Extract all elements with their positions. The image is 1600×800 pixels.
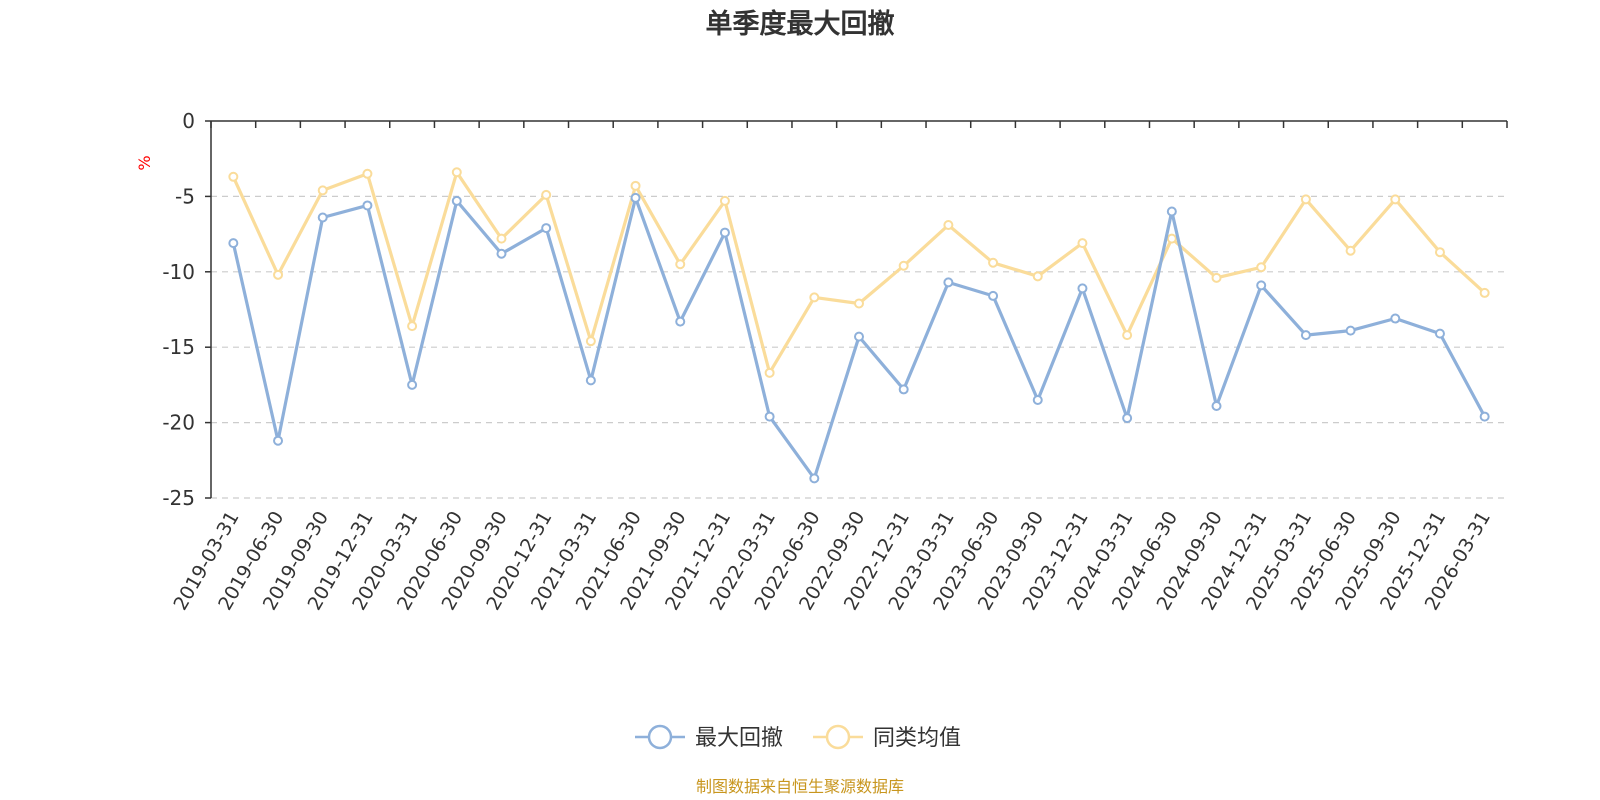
data-point[interactable]: [496, 233, 507, 244]
data-point[interactable]: [496, 248, 507, 259]
legend-item-2[interactable]: 同类均值: [813, 724, 961, 751]
data-point[interactable]: [451, 195, 462, 206]
data-point[interactable]: [1256, 262, 1267, 273]
data-point[interactable]: [1166, 206, 1177, 217]
data-point[interactable]: [362, 168, 373, 179]
data-point[interactable]: [1032, 394, 1043, 405]
data-point[interactable]: [317, 212, 328, 223]
data-point[interactable]: [1434, 328, 1445, 339]
data-point[interactable]: [273, 269, 284, 280]
data-point[interactable]: [273, 435, 284, 446]
data-point[interactable]: [1122, 330, 1133, 341]
legend-item-1[interactable]: 最大回撤: [635, 724, 783, 751]
data-point[interactable]: [1077, 238, 1088, 249]
data-point[interactable]: [362, 200, 373, 211]
data-point[interactable]: [1345, 245, 1356, 256]
y-tick-label: 0: [182, 109, 195, 133]
data-point[interactable]: [585, 336, 596, 347]
data-point[interactable]: [809, 473, 820, 484]
data-point[interactable]: [317, 185, 328, 196]
data-point[interactable]: [675, 316, 686, 327]
data-point[interactable]: [1122, 413, 1133, 424]
data-point[interactable]: [1434, 247, 1445, 258]
y-tick-label: -10: [162, 260, 195, 284]
data-point[interactable]: [407, 379, 418, 390]
series-lines: [228, 167, 1490, 484]
y-tick-labels: 0 -5 -10 -15 -20 -25: [162, 109, 195, 510]
chart-title: 单季度最大回撤: [706, 8, 895, 40]
data-point[interactable]: [630, 192, 641, 203]
data-point[interactable]: [585, 375, 596, 386]
x-tick-labels: 2019-03-312019-06-302019-09-302019-12-31…: [169, 508, 1495, 615]
data-point[interactable]: [943, 220, 954, 231]
data-point[interactable]: [1300, 330, 1311, 341]
data-point[interactable]: [1345, 325, 1356, 336]
data-point[interactable]: [988, 290, 999, 301]
y-tick-label: -25: [162, 486, 195, 510]
data-point[interactable]: [719, 195, 730, 206]
data-point[interactable]: [541, 223, 552, 234]
data-point[interactable]: [1166, 233, 1177, 244]
data-point[interactable]: [898, 384, 909, 395]
legend-label: 最大回撤: [695, 726, 783, 751]
y-tick-label: -15: [162, 335, 195, 359]
data-point[interactable]: [764, 367, 775, 378]
data-point[interactable]: [719, 227, 730, 238]
data-point[interactable]: [1390, 313, 1401, 324]
series-2: [228, 167, 1490, 378]
legend-circle-icon: [825, 724, 851, 750]
data-point[interactable]: [854, 298, 864, 309]
data-point[interactable]: [228, 238, 239, 249]
legend-label: 同类均值: [873, 726, 961, 751]
data-point[interactable]: [541, 189, 552, 200]
data-point[interactable]: [854, 331, 864, 342]
data-point[interactable]: [1211, 272, 1222, 283]
data-point[interactable]: [1390, 194, 1401, 205]
legend-circle-icon: [647, 724, 673, 750]
data-point[interactable]: [1077, 283, 1088, 294]
data-point[interactable]: [1211, 401, 1222, 412]
legend[interactable]: 最大回撤 同类均值: [635, 724, 961, 751]
data-source-note: 制图数据来自恒生聚源数据库: [696, 777, 904, 796]
data-point[interactable]: [898, 260, 909, 271]
data-point[interactable]: [809, 292, 820, 303]
grid-lines: [211, 195, 1507, 499]
y-axis-unit: %: [135, 155, 154, 170]
data-point[interactable]: [1032, 271, 1043, 282]
series-1: [228, 192, 1490, 484]
data-point[interactable]: [228, 171, 239, 182]
data-point[interactable]: [1300, 194, 1311, 205]
data-point[interactable]: [1479, 411, 1490, 422]
y-tick-label: -20: [162, 411, 195, 435]
data-point[interactable]: [988, 257, 999, 268]
data-point[interactable]: [1256, 280, 1267, 291]
y-tick-label: -5: [175, 184, 195, 208]
data-point[interactable]: [407, 321, 418, 332]
data-point[interactable]: [630, 180, 641, 191]
axes: [205, 120, 1508, 499]
data-point[interactable]: [675, 259, 686, 270]
data-point[interactable]: [943, 277, 954, 288]
data-point[interactable]: [1479, 287, 1490, 298]
data-point[interactable]: [764, 411, 775, 422]
data-point[interactable]: [451, 167, 462, 178]
